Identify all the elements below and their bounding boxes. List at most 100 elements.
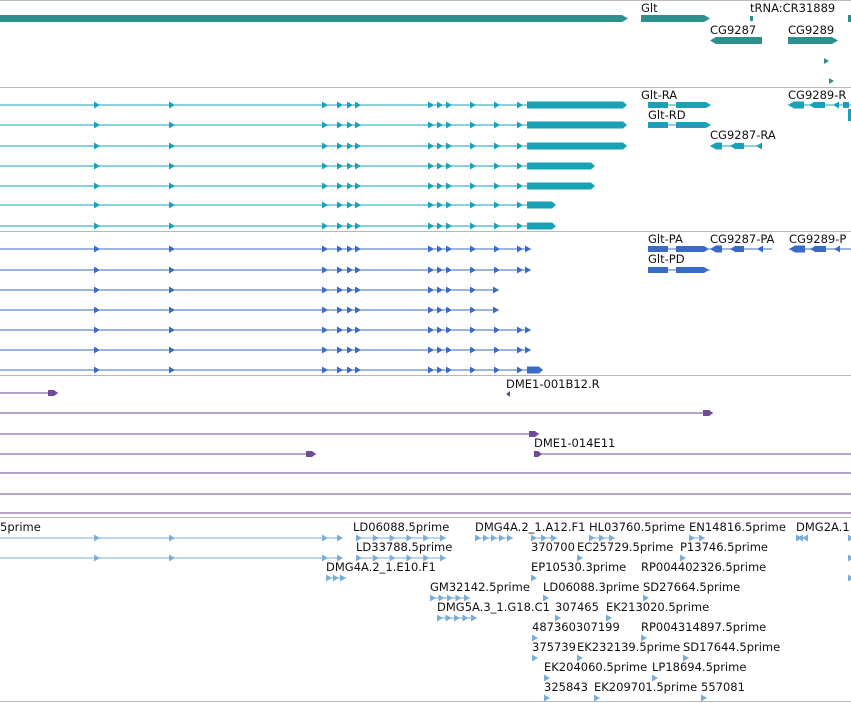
est-label[interactable]: 375739 bbox=[532, 640, 576, 654]
est-feature[interactable] bbox=[689, 534, 705, 542]
est-label[interactable]: DMG4A.2_1.E10.F1 bbox=[326, 560, 436, 574]
protein-row[interactable] bbox=[0, 346, 531, 354]
protein-glt-pa[interactable] bbox=[648, 246, 710, 252]
est-feature[interactable] bbox=[594, 694, 600, 702]
est-label[interactable]: GM32142.5prime bbox=[430, 580, 530, 594]
est-feature[interactable] bbox=[543, 594, 549, 602]
est-feature[interactable] bbox=[0, 554, 343, 562]
exon-block[interactable] bbox=[527, 222, 556, 230]
bac-label-001b12[interactable]: DME1-001B12.R bbox=[506, 377, 600, 391]
gene-feature-tRNA[interactable] bbox=[750, 16, 753, 21]
protein-glt-pd[interactable] bbox=[648, 267, 710, 273]
est-feature[interactable] bbox=[532, 654, 538, 662]
est-label[interactable]: EK213020.5prime bbox=[606, 600, 710, 614]
protein-row[interactable] bbox=[0, 245, 531, 253]
exon-block[interactable] bbox=[676, 122, 711, 128]
bac-end[interactable] bbox=[306, 451, 316, 457]
est-label[interactable]: LD06088.5prime bbox=[353, 520, 450, 534]
est-label[interactable]: DMG2A.1 bbox=[796, 520, 850, 534]
protein-cg9287-pa[interactable] bbox=[710, 245, 772, 253]
est-feature[interactable] bbox=[531, 534, 557, 542]
transcript-label-cg9287-ra[interactable]: CG9287-RA bbox=[710, 128, 776, 142]
bac-label-014e11[interactable]: DME1-014E11 bbox=[534, 436, 616, 450]
est-label[interactable]: SD27664.5prime bbox=[643, 580, 741, 594]
est-label[interactable]: LD06088.3prime bbox=[543, 580, 640, 594]
bac-end[interactable] bbox=[703, 410, 713, 416]
est-feature[interactable] bbox=[701, 694, 707, 702]
protein-row[interactable] bbox=[0, 366, 543, 374]
est-label[interactable]: 5prime bbox=[0, 520, 41, 534]
est-label[interactable]: DMG4A.2_1.A12.F1 bbox=[475, 520, 586, 534]
est-feature[interactable] bbox=[641, 634, 647, 642]
est-feature[interactable] bbox=[683, 654, 689, 662]
gene-label-cg9289[interactable]: CG9289 bbox=[788, 23, 835, 37]
est-feature[interactable] bbox=[848, 574, 851, 582]
est-feature[interactable] bbox=[532, 634, 538, 642]
est-feature[interactable] bbox=[430, 594, 470, 602]
bac-end[interactable] bbox=[529, 431, 539, 437]
est-label[interactable]: LP18694.5prime bbox=[652, 660, 747, 674]
exon-block[interactable] bbox=[788, 101, 804, 109]
est-label[interactable]: LD33788.5prime bbox=[356, 540, 453, 554]
protein-cg9289-p[interactable] bbox=[789, 245, 851, 253]
bac-clone[interactable] bbox=[0, 410, 713, 416]
exon-block[interactable] bbox=[527, 142, 627, 150]
exon-block[interactable] bbox=[710, 245, 722, 253]
gene-feature-trna-small[interactable] bbox=[824, 58, 829, 64]
transcript-glt-ra[interactable] bbox=[648, 102, 711, 108]
est-feature[interactable] bbox=[606, 614, 612, 622]
transcript-cg9289-r[interactable] bbox=[788, 101, 851, 122]
exon-block[interactable] bbox=[848, 109, 851, 121]
est-label[interactable]: HL03760.5prime bbox=[589, 520, 686, 534]
est-label[interactable]: EK209701.5prime bbox=[594, 680, 698, 694]
bac-clone-001b12[interactable] bbox=[506, 391, 510, 397]
est-feature[interactable] bbox=[356, 554, 446, 562]
transcript-row[interactable] bbox=[0, 222, 556, 230]
est-label[interactable]: SD17644.5prime bbox=[683, 640, 781, 654]
gene-feature-trna-small2[interactable] bbox=[829, 78, 834, 84]
gene-feature-left[interactable] bbox=[0, 15, 628, 22]
bac-clone[interactable] bbox=[0, 431, 539, 437]
exon-block[interactable] bbox=[527, 201, 556, 209]
exon-block[interactable] bbox=[843, 102, 849, 108]
protein-row[interactable] bbox=[0, 306, 499, 314]
bac-clone[interactable] bbox=[0, 390, 58, 396]
exon-block[interactable] bbox=[816, 246, 826, 252]
gene-feature-cg9287[interactable] bbox=[710, 37, 762, 44]
protein-label-glt-pd[interactable]: Glt-PD bbox=[648, 252, 685, 266]
protein-label-glt-pa[interactable]: Glt-PA bbox=[648, 232, 683, 246]
est-label[interactable]: 370700 bbox=[531, 540, 575, 554]
est-feature[interactable] bbox=[652, 674, 658, 682]
est-feature[interactable] bbox=[544, 694, 550, 702]
transcript-label-cg9289-r[interactable]: CG9289-R bbox=[788, 88, 847, 102]
est-feature[interactable] bbox=[555, 614, 561, 622]
gene-label-trna[interactable]: tRNA:CR31889 bbox=[750, 1, 836, 15]
exon-block[interactable] bbox=[736, 143, 744, 149]
protein-label-cg9287-pa[interactable]: CG9287-PA bbox=[710, 232, 775, 246]
transcript-row[interactable] bbox=[0, 121, 627, 129]
protein-row[interactable] bbox=[0, 326, 531, 334]
est-feature[interactable] bbox=[577, 654, 583, 662]
exon-block[interactable] bbox=[527, 162, 595, 170]
exon-block[interactable] bbox=[648, 102, 668, 108]
exon-block[interactable] bbox=[815, 102, 825, 108]
est-feature[interactable] bbox=[544, 674, 550, 682]
est-label[interactable]: EP10530.3prime bbox=[531, 560, 627, 574]
est-feature[interactable] bbox=[356, 534, 446, 542]
protein-row[interactable] bbox=[0, 266, 531, 274]
exon-block[interactable] bbox=[648, 267, 668, 273]
exon-block[interactable] bbox=[676, 267, 709, 273]
est-feature[interactable] bbox=[643, 594, 649, 602]
gene-label-cg9287[interactable]: CG9287 bbox=[710, 23, 757, 37]
est-label[interactable]: RP004314897.5prime bbox=[641, 620, 767, 634]
gene-feature-far-right[interactable] bbox=[848, 15, 851, 22]
bac-end[interactable] bbox=[534, 451, 542, 457]
exon-block[interactable] bbox=[527, 101, 627, 109]
est-label[interactable]: 325843 bbox=[544, 680, 588, 694]
protein-label-cg9289-p[interactable]: CG9289-P bbox=[789, 232, 847, 246]
transcript-row[interactable] bbox=[0, 101, 627, 109]
est-feature[interactable] bbox=[577, 554, 583, 562]
est-feature[interactable] bbox=[0, 534, 343, 542]
est-label[interactable]: 487360307199 bbox=[532, 620, 620, 634]
